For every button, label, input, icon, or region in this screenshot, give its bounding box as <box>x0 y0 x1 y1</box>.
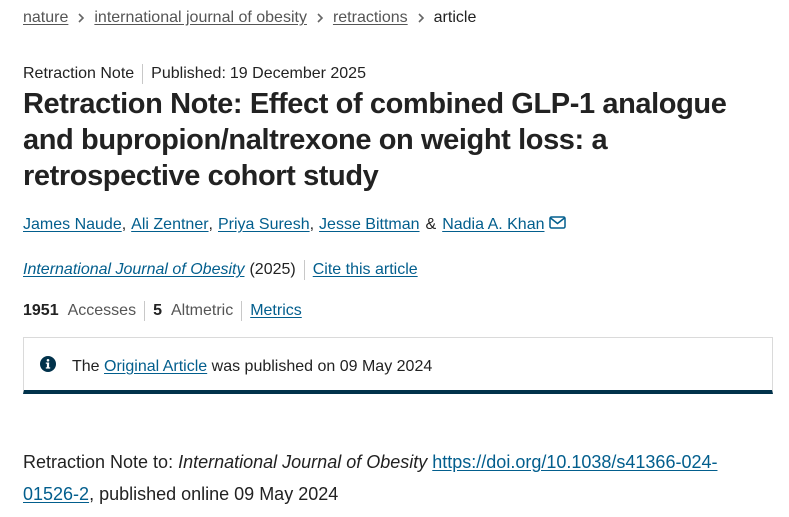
author-list: James Naude, Ali Zentner, Priya Suresh, … <box>23 214 566 236</box>
breadcrumb-link-retractions[interactable]: retractions <box>332 9 408 26</box>
author-link[interactable]: James Naude <box>23 216 122 233</box>
metrics-link[interactable]: Metrics <box>250 302 302 319</box>
author-link[interactable]: Priya Suresh <box>218 216 310 233</box>
retraction-text: Retraction Note to: International Journa… <box>23 446 763 510</box>
published-label: Published: <box>151 65 226 82</box>
envelope-icon[interactable] <box>548 214 566 236</box>
author-conjunction: & <box>425 216 437 233</box>
divider <box>142 64 144 84</box>
publication-year: (2025) <box>249 261 296 278</box>
author-link[interactable]: Nadia A. Khan <box>442 216 545 233</box>
published-date: 19 December 2025 <box>229 65 366 82</box>
article-meta: Retraction Note Published: 19 December 2… <box>23 64 366 84</box>
journal-citation: International Journal of Obesity (2025) … <box>23 260 418 280</box>
chevron-right-icon <box>408 8 434 28</box>
accesses-count: 1951 <box>23 302 59 319</box>
retraction-suffix: , published online 09 May 2024 <box>89 484 339 504</box>
notice-prefix: The <box>72 358 100 375</box>
chevron-right-icon <box>307 8 333 28</box>
breadcrumb-link-journal[interactable]: international journal of obesity <box>94 9 307 26</box>
divider <box>144 301 146 321</box>
chevron-right-icon <box>68 8 94 28</box>
breadcrumb-current: article <box>433 9 477 26</box>
divider <box>241 301 243 321</box>
article-metrics: 1951 Accesses 5 Altmetric Metrics <box>23 301 302 321</box>
author-link[interactable]: Ali Zentner <box>131 216 209 233</box>
altmetric-score: 5 <box>153 302 162 319</box>
breadcrumb-link-nature[interactable]: nature <box>23 9 69 26</box>
breadcrumb: nature international journal of obesity … <box>23 8 476 28</box>
original-article-notice: The Original Article was published on 09… <box>23 337 773 394</box>
accesses-label: Accesses <box>67 302 137 319</box>
notice-text: The Original Article was published on 09… <box>72 357 432 377</box>
info-icon <box>40 356 56 377</box>
retraction-journal: International Journal of Obesity <box>178 452 428 472</box>
divider <box>303 260 305 280</box>
journal-link[interactable]: International Journal of Obesity <box>23 261 245 278</box>
author-link[interactable]: Jesse Bittman <box>319 216 420 233</box>
article-type: Retraction Note <box>23 65 135 82</box>
retraction-prefix: Retraction Note to: <box>23 452 174 472</box>
page-title: Retraction Note: Effect of combined GLP-… <box>23 88 727 192</box>
altmetric-label: Altmetric <box>170 302 234 319</box>
cite-article-link[interactable]: Cite this article <box>312 261 418 278</box>
notice-suffix: was published on 09 May 2024 <box>211 358 433 375</box>
original-article-link[interactable]: Original Article <box>104 358 208 375</box>
author-separator: , <box>309 216 315 233</box>
author-separator: , <box>208 216 213 233</box>
doi-link[interactable]: https://doi.org/10.1038/s41366-024-01526… <box>23 452 718 504</box>
author-separator: , <box>121 216 127 233</box>
